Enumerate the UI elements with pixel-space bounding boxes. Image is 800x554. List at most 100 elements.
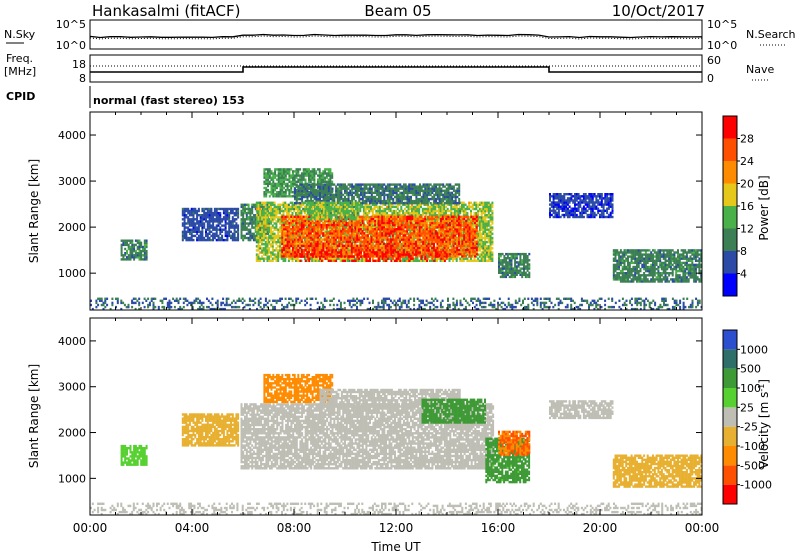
data-cell (475, 232, 478, 235)
data-cell (317, 221, 319, 225)
data-cell (377, 228, 380, 231)
data-cell (345, 228, 347, 231)
data-cell (309, 226, 312, 229)
data-cell (251, 220, 254, 223)
data-cell (194, 218, 197, 221)
data-cell (407, 203, 410, 206)
data-cell (453, 211, 456, 215)
data-cell (312, 224, 315, 227)
data-cell (233, 232, 236, 235)
data-cell (395, 232, 398, 235)
data-cell (318, 238, 321, 241)
data-cell (375, 222, 378, 225)
data-cell (366, 226, 369, 229)
data-cell (277, 228, 280, 231)
data-cell (199, 220, 202, 223)
data-cell (354, 240, 357, 243)
data-cell (446, 207, 449, 211)
data-cell (183, 216, 186, 219)
data-cell (432, 216, 435, 219)
data-cell (299, 226, 302, 229)
data-cell (230, 224, 232, 227)
data-cell (292, 221, 294, 225)
data-cell (362, 216, 365, 219)
data-cell (337, 257, 340, 260)
data-cell (273, 240, 276, 244)
data-cell (487, 211, 490, 215)
data-cell (190, 218, 193, 221)
data-cell (295, 219, 298, 223)
data-cell (386, 230, 389, 233)
data-cell (381, 234, 384, 237)
data-cell (482, 216, 485, 219)
data-cell (183, 218, 186, 221)
data-cell (411, 207, 413, 211)
data-cell (325, 228, 328, 231)
data-cell (203, 238, 206, 242)
data-cell (284, 230, 287, 233)
data-cell (273, 253, 276, 256)
data-cell (368, 223, 371, 227)
data-cell (206, 211, 209, 215)
data-cell (466, 205, 469, 209)
data-cell (379, 221, 382, 225)
data-cell (437, 203, 440, 206)
data-cell (255, 230, 258, 233)
data-cell (308, 255, 310, 258)
data-cell (181, 207, 184, 211)
data-cell (210, 207, 213, 211)
data-cell (482, 226, 485, 229)
data-cell (390, 230, 393, 233)
data-cell (487, 257, 490, 260)
data-cell (244, 211, 246, 215)
data-cell (199, 238, 202, 242)
data-cell (324, 221, 327, 225)
data-cell (402, 247, 405, 250)
data-cell (187, 238, 190, 242)
data-cell (400, 230, 403, 233)
data-cell (366, 215, 369, 218)
data-cell (487, 224, 490, 227)
data-cell (359, 236, 362, 239)
data-cell (352, 234, 355, 237)
data-cell (317, 246, 319, 250)
data-cell (233, 230, 236, 233)
data-cell (482, 211, 485, 215)
data-cell (249, 216, 252, 219)
data-cell (393, 238, 396, 241)
data-cell (237, 230, 240, 233)
data-cell (206, 209, 209, 213)
data-cell (400, 215, 403, 218)
data-cell (271, 209, 274, 213)
data-cell (416, 259, 419, 262)
data-cell (363, 246, 366, 250)
data-cell (468, 207, 471, 211)
data-cell (343, 234, 346, 237)
data-cell (299, 228, 302, 231)
data-cell (259, 207, 262, 211)
data-cell (370, 224, 372, 227)
data-cell (273, 232, 276, 235)
data-cell (379, 232, 382, 235)
data-cell (308, 219, 310, 223)
data-cell (311, 238, 314, 241)
data-cell (336, 240, 339, 244)
data-cell (138, 249, 141, 253)
data-cell (464, 207, 467, 211)
data-cell (489, 234, 492, 238)
data-cell (384, 217, 387, 221)
data-cell (284, 220, 287, 223)
data-cell (261, 230, 264, 233)
data-cell (293, 222, 296, 225)
data-cell (375, 205, 378, 209)
data-cell (266, 255, 269, 258)
data-cell (304, 223, 307, 227)
noise-right-bottom-tick: 10^0 (707, 39, 737, 52)
data-cell (484, 243, 487, 246)
data-cell (197, 236, 200, 240)
data-cell (400, 246, 403, 250)
data-cell (201, 224, 204, 227)
data-cell (133, 243, 136, 247)
data-cell (390, 219, 393, 223)
data-cell (271, 245, 274, 248)
